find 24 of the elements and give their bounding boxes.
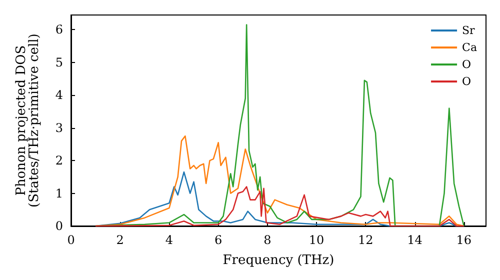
y-tick-label: 6 (55, 22, 63, 37)
y-axis-title: Phonon projected DOS (States/THz·primitive cell) (14, 33, 42, 208)
x-tick-label: 12 (358, 233, 374, 247)
y-tick-label: 0 (55, 219, 63, 233)
legend-label: O (462, 75, 472, 88)
x-tick-label: 4 (165, 233, 174, 247)
y-tick-label: 4 (55, 88, 64, 102)
x-tick-label: 0 (67, 233, 75, 247)
x-tick-label: 6 (214, 233, 222, 247)
legend-label: O (462, 58, 472, 71)
y-tick-label: 5 (55, 55, 63, 70)
x-axis-title: Frequency (THz) (222, 253, 334, 268)
y-tick-label: 1 (55, 186, 63, 200)
x-tick-label: 14 (407, 233, 423, 247)
x-tick-label: 10 (308, 233, 324, 247)
legend-label: Ca (462, 41, 478, 54)
x-tick-label: 8 (264, 233, 272, 247)
y-tick-label: 3 (55, 120, 63, 135)
line-series (94, 135, 465, 227)
x-tick-label: 16 (456, 233, 472, 247)
line-series (94, 186, 465, 227)
legend-label: Sr (462, 24, 476, 37)
y-tick-label: 2 (55, 154, 63, 168)
x-tick-label: 2 (116, 233, 124, 247)
